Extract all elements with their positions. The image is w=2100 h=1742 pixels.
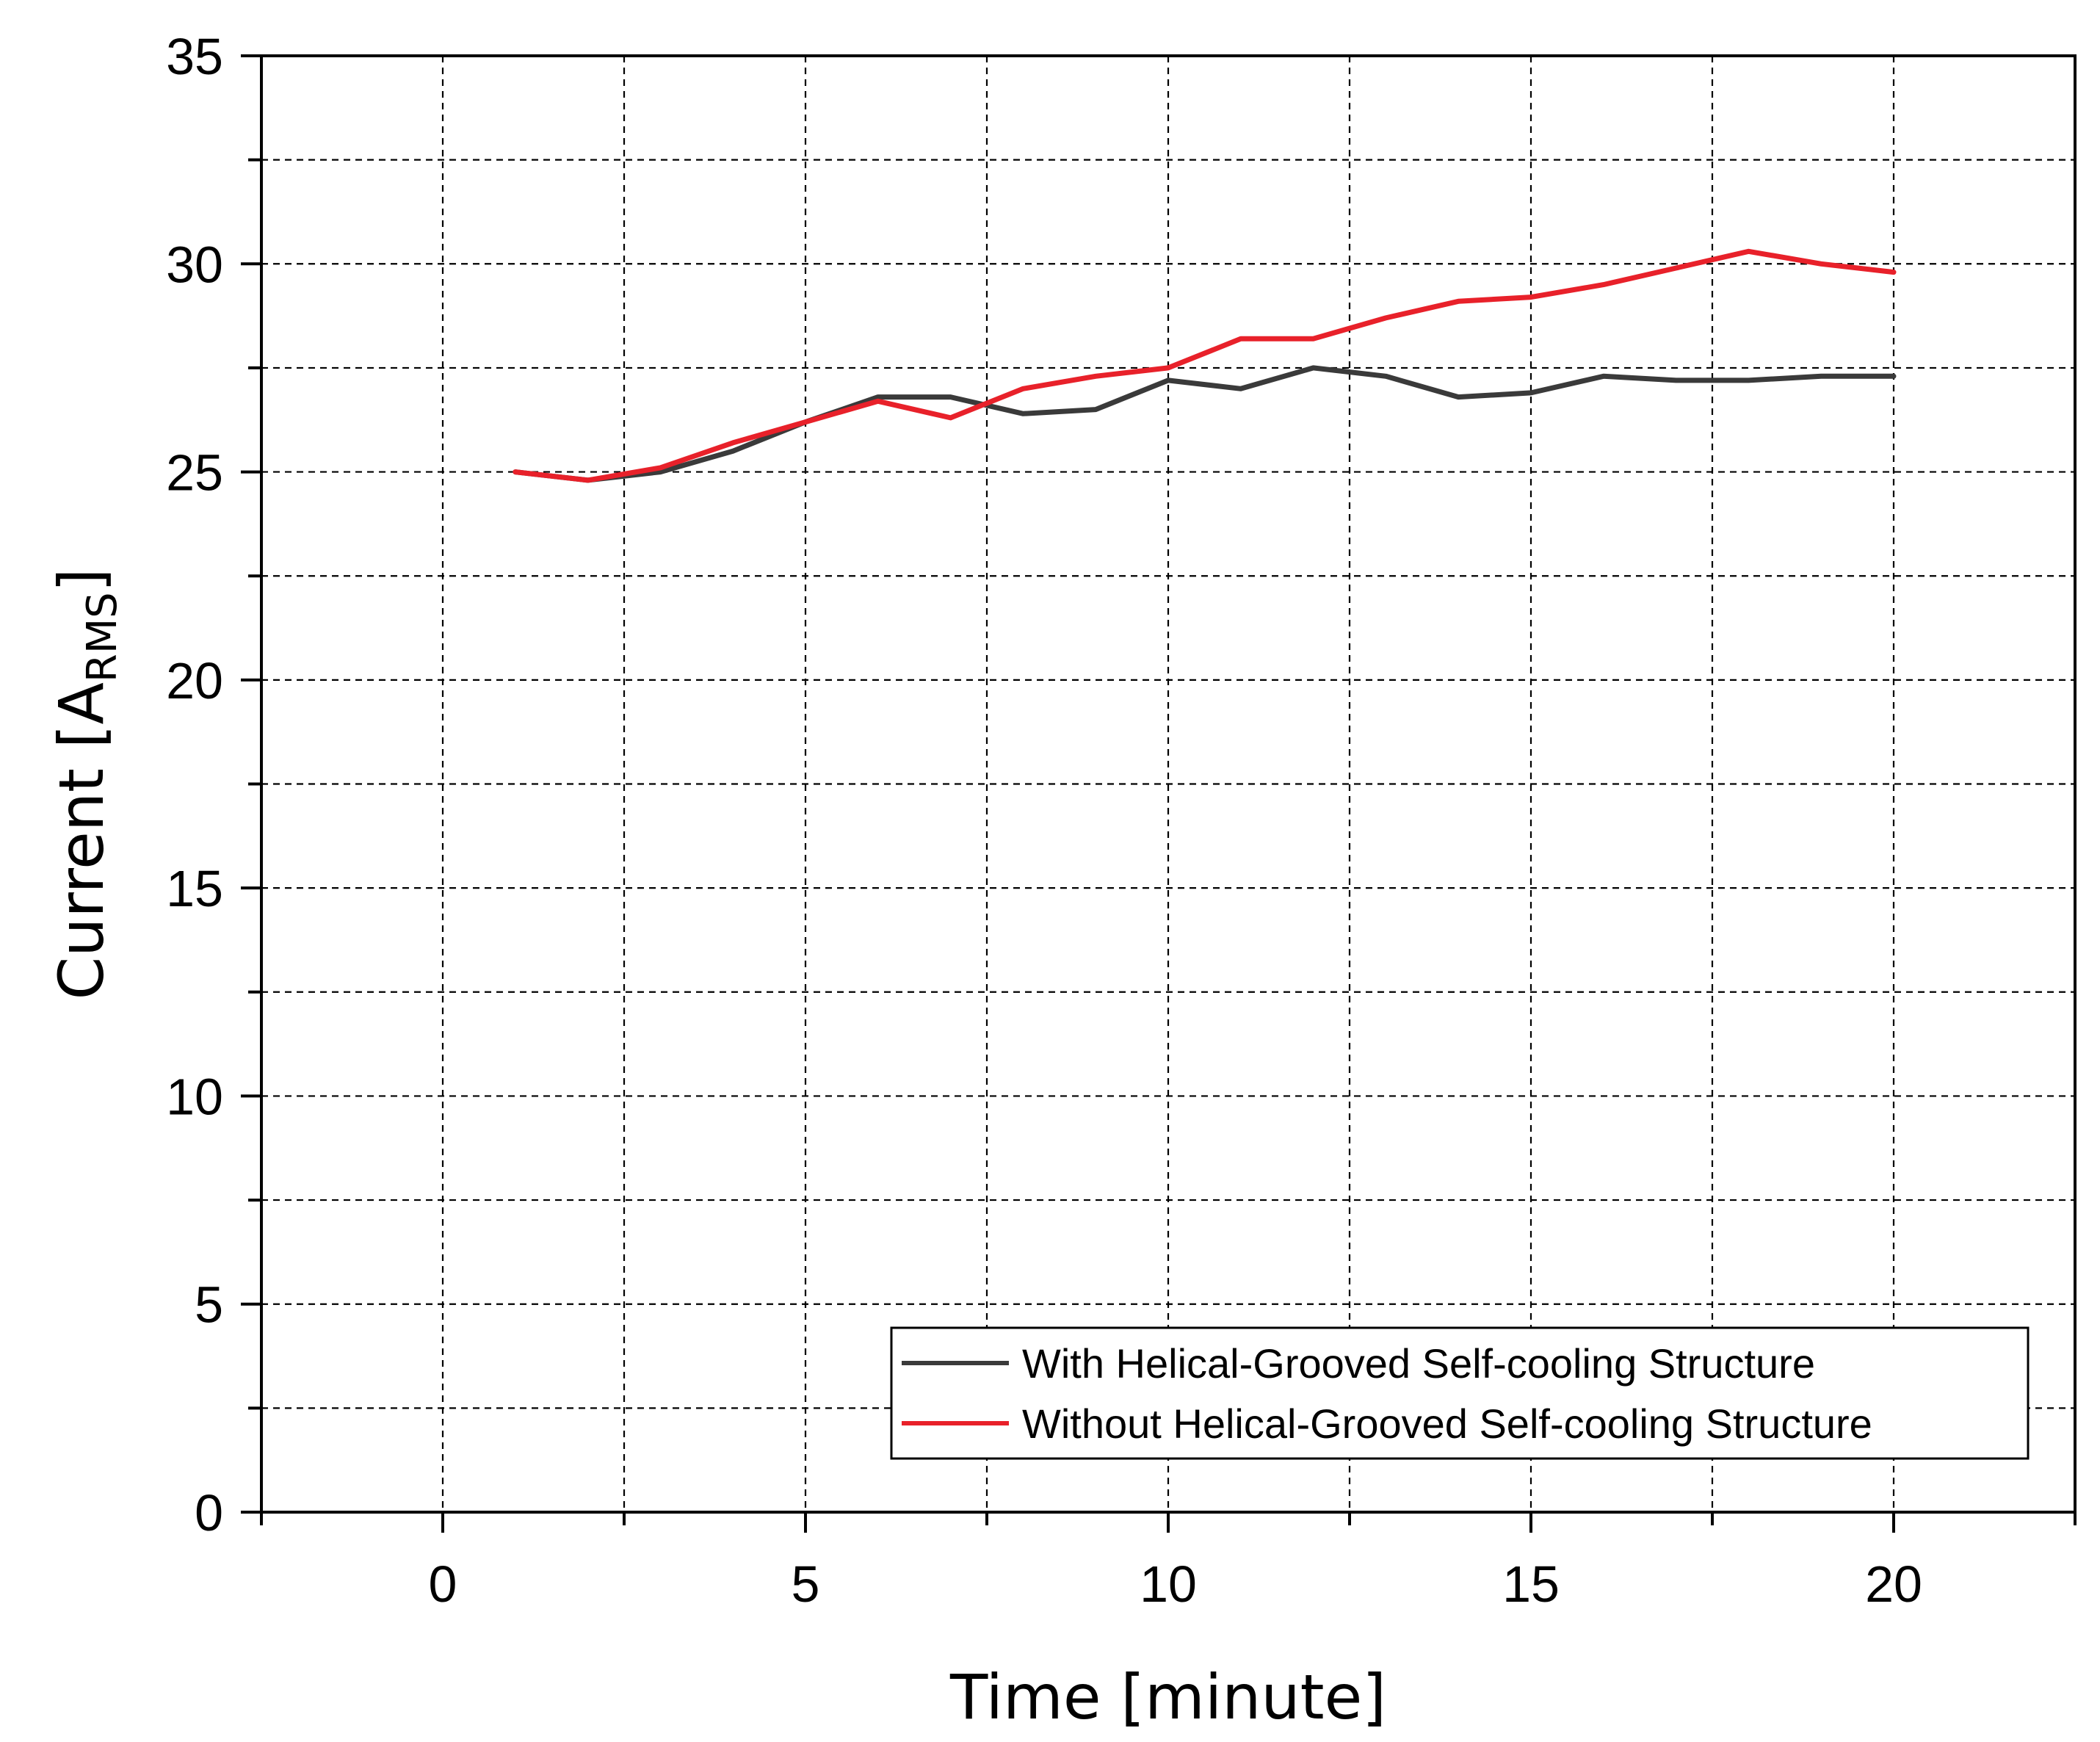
legend: With Helical-Grooved Self-cooling Struct… <box>890 1326 2030 1460</box>
legend-label-with: With Helical-Grooved Self-cooling Struct… <box>1022 1340 1815 1387</box>
x-tick-label: 0 <box>429 1555 457 1613</box>
y-axis-title: Current [ARMS] <box>46 568 126 1000</box>
series-line-with <box>513 365 1897 483</box>
series-line-without <box>513 248 1897 483</box>
y-tick-label: 5 <box>195 1276 223 1334</box>
y-tick-label: 30 <box>166 236 223 293</box>
y-axis-title-main: Current [A <box>46 682 117 1000</box>
legend-label-without: Without Helical-Grooved Self-cooling Str… <box>1022 1401 1872 1447</box>
y-tick-label: 0 <box>195 1484 223 1542</box>
x-tick-label: 10 <box>1140 1555 1197 1613</box>
x-tick-label: 20 <box>1865 1555 1922 1613</box>
y-axis-title-subscript: RMS <box>79 592 126 682</box>
tick-labels: 0 5 10 15 20 0 5 10 15 20 25 30 35 <box>166 28 1922 1613</box>
y-tick-label: 25 <box>166 444 223 502</box>
x-axis-title: Time [minute] <box>949 1661 1386 1733</box>
legend-box <box>890 1326 2030 1460</box>
x-tick-label: 5 <box>792 1555 820 1613</box>
y-tick-label: 15 <box>166 860 223 917</box>
axes <box>241 54 2077 1533</box>
x-tick-label: 15 <box>1502 1555 1560 1613</box>
y-tick-label: 20 <box>166 652 223 709</box>
y-axis-title-suffix: ] <box>46 568 117 593</box>
y-tick-label: 10 <box>166 1068 223 1125</box>
series-lines <box>513 248 1897 483</box>
y-tick-label: 35 <box>166 28 223 85</box>
